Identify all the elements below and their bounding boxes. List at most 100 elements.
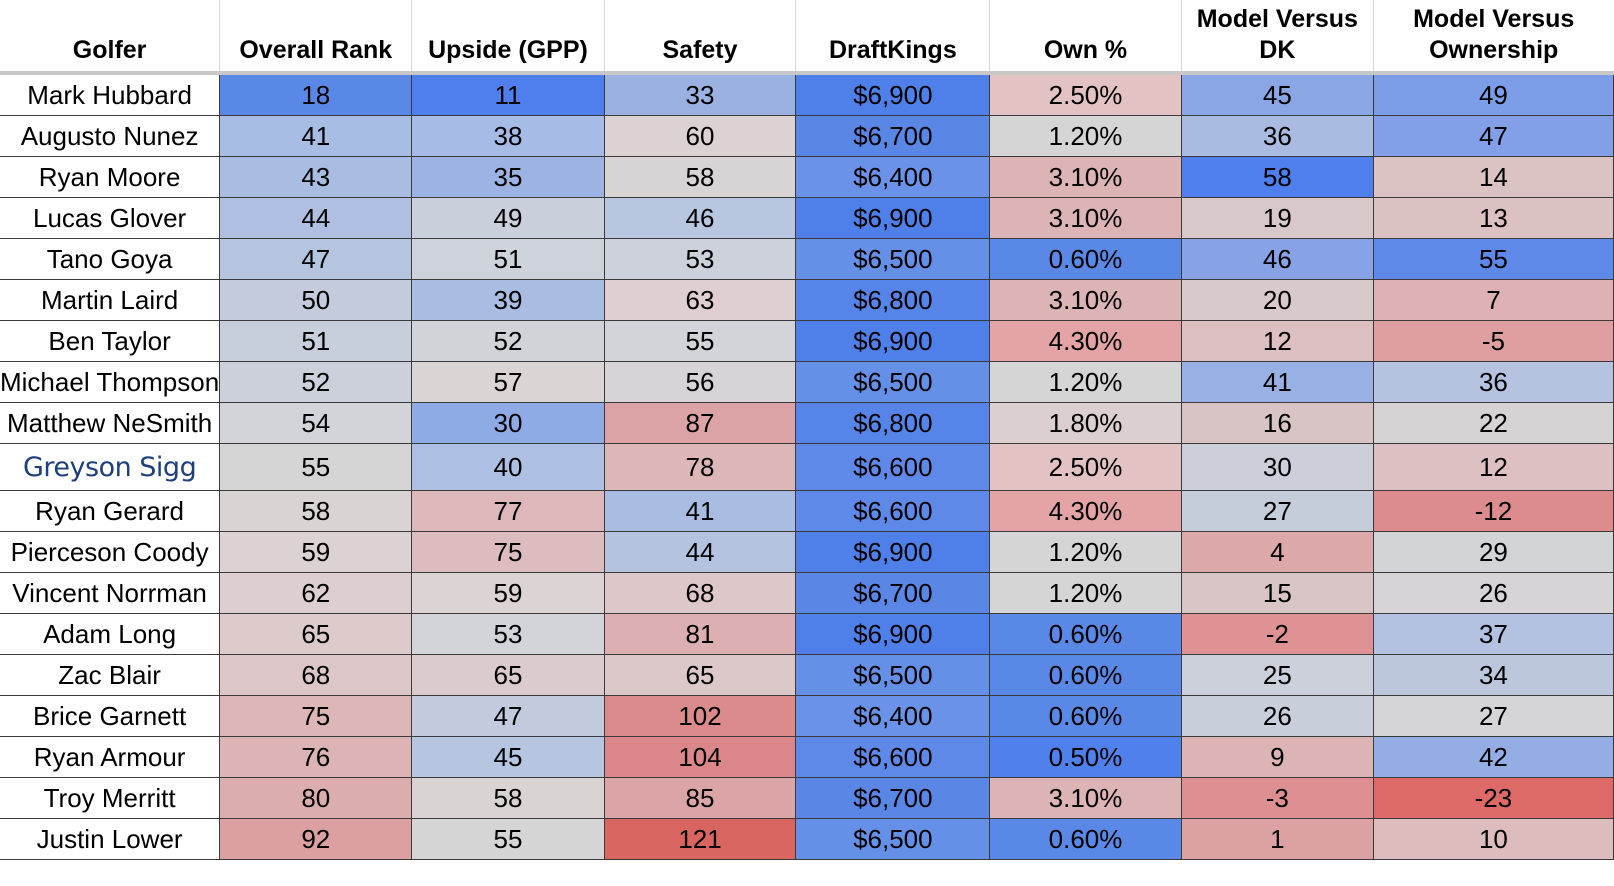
- draftkings-salary-cell[interactable]: $6,900: [795, 320, 991, 362]
- draftkings-salary-cell[interactable]: $6,700: [795, 777, 991, 819]
- safety-cell[interactable]: 104: [603, 736, 797, 778]
- model-vs-dk-cell[interactable]: 30: [1180, 443, 1374, 491]
- draftkings-salary-cell[interactable]: $6,900: [795, 72, 991, 116]
- safety-cell[interactable]: 33: [603, 72, 797, 116]
- overall-rank-cell[interactable]: 50: [219, 279, 413, 321]
- column-header-model-vs-dk[interactable]: Model Versus DK: [1180, 0, 1374, 75]
- safety-cell[interactable]: 121: [603, 818, 797, 860]
- ownership-cell[interactable]: 1.20%: [989, 361, 1182, 403]
- overall-rank-cell[interactable]: 43: [219, 156, 413, 198]
- safety-cell[interactable]: 55: [603, 320, 797, 362]
- draftkings-salary-cell[interactable]: $6,800: [795, 279, 991, 321]
- model-vs-ownership-cell[interactable]: 10: [1372, 818, 1614, 860]
- model-vs-dk-cell[interactable]: 26: [1180, 695, 1374, 737]
- upside-cell[interactable]: 45: [411, 736, 605, 778]
- safety-cell[interactable]: 60: [603, 115, 797, 157]
- draftkings-salary-cell[interactable]: $6,600: [795, 443, 991, 491]
- safety-cell[interactable]: 65: [603, 654, 797, 696]
- ownership-cell[interactable]: 0.60%: [989, 818, 1182, 860]
- ownership-cell[interactable]: 1.80%: [989, 402, 1182, 444]
- safety-cell[interactable]: 58: [603, 156, 797, 198]
- overall-rank-cell[interactable]: 47: [219, 238, 413, 280]
- model-vs-ownership-cell[interactable]: 29: [1372, 531, 1614, 573]
- overall-rank-cell[interactable]: 62: [219, 572, 413, 614]
- safety-cell[interactable]: 56: [603, 361, 797, 403]
- upside-cell[interactable]: 77: [411, 490, 605, 532]
- draftkings-salary-cell[interactable]: $6,700: [795, 572, 991, 614]
- model-vs-dk-cell[interactable]: -2: [1180, 613, 1374, 655]
- model-vs-ownership-cell[interactable]: 47: [1372, 115, 1614, 157]
- upside-cell[interactable]: 47: [411, 695, 605, 737]
- model-vs-ownership-cell[interactable]: 27: [1372, 695, 1614, 737]
- ownership-cell[interactable]: 1.20%: [989, 115, 1182, 157]
- column-header-safety[interactable]: Safety: [603, 0, 796, 75]
- draftkings-salary-cell[interactable]: $6,900: [795, 531, 991, 573]
- overall-rank-cell[interactable]: 59: [219, 531, 413, 573]
- draftkings-salary-cell[interactable]: $6,500: [795, 238, 991, 280]
- model-vs-ownership-cell[interactable]: 7: [1372, 279, 1614, 321]
- golfer-name-cell[interactable]: Matthew NeSmith: [0, 402, 221, 444]
- model-vs-ownership-cell[interactable]: 13: [1372, 197, 1614, 239]
- column-header-model-vs-ownership[interactable]: Model Versus Ownership: [1372, 0, 1614, 75]
- upside-cell[interactable]: 57: [411, 361, 605, 403]
- draftkings-salary-cell[interactable]: $6,600: [795, 490, 991, 532]
- golfer-name-cell[interactable]: Mark Hubbard: [0, 72, 221, 116]
- upside-cell[interactable]: 55: [411, 818, 605, 860]
- safety-cell[interactable]: 63: [603, 279, 797, 321]
- ownership-cell[interactable]: 0.60%: [989, 613, 1182, 655]
- overall-rank-cell[interactable]: 75: [219, 695, 413, 737]
- golfer-name-cell[interactable]: Vincent Norrman: [0, 572, 221, 614]
- model-vs-ownership-cell[interactable]: 22: [1372, 402, 1614, 444]
- overall-rank-cell[interactable]: 52: [219, 361, 413, 403]
- model-vs-ownership-cell[interactable]: -12: [1372, 490, 1614, 532]
- upside-cell[interactable]: 51: [411, 238, 605, 280]
- ownership-cell[interactable]: 3.10%: [989, 156, 1182, 198]
- golfer-name-cell[interactable]: Lucas Glover: [0, 197, 221, 239]
- model-vs-ownership-cell[interactable]: -23: [1372, 777, 1614, 819]
- overall-rank-cell[interactable]: 58: [219, 490, 413, 532]
- column-header-own-pct[interactable]: Own %: [989, 0, 1182, 75]
- overall-rank-cell[interactable]: 80: [219, 777, 413, 819]
- ownership-cell[interactable]: 1.20%: [989, 531, 1182, 573]
- column-header-overall-rank[interactable]: Overall Rank: [219, 0, 412, 75]
- model-vs-ownership-cell[interactable]: 26: [1372, 572, 1614, 614]
- model-vs-dk-cell[interactable]: 19: [1180, 197, 1374, 239]
- overall-rank-cell[interactable]: 68: [219, 654, 413, 696]
- ownership-cell[interactable]: 0.60%: [989, 695, 1182, 737]
- overall-rank-cell[interactable]: 65: [219, 613, 413, 655]
- safety-cell[interactable]: 44: [603, 531, 797, 573]
- upside-cell[interactable]: 49: [411, 197, 605, 239]
- draftkings-salary-cell[interactable]: $6,900: [795, 197, 991, 239]
- model-vs-dk-cell[interactable]: 36: [1180, 115, 1374, 157]
- model-vs-dk-cell[interactable]: 9: [1180, 736, 1374, 778]
- column-header-upside-gpp[interactable]: Upside (GPP): [411, 0, 605, 75]
- upside-cell[interactable]: 38: [411, 115, 605, 157]
- safety-cell[interactable]: 81: [603, 613, 797, 655]
- overall-rank-cell[interactable]: 92: [219, 818, 413, 860]
- draftkings-salary-cell[interactable]: $6,500: [795, 818, 991, 860]
- golfer-name-cell[interactable]: Ryan Moore: [0, 156, 221, 198]
- model-vs-ownership-cell[interactable]: 36: [1372, 361, 1614, 403]
- upside-cell[interactable]: 75: [411, 531, 605, 573]
- safety-cell[interactable]: 102: [603, 695, 797, 737]
- model-vs-ownership-cell[interactable]: 34: [1372, 654, 1614, 696]
- golfer-name-cell[interactable]: Adam Long: [0, 613, 221, 655]
- model-vs-ownership-cell[interactable]: 12: [1372, 443, 1614, 491]
- golfer-name-cell[interactable]: Michael Thompson: [0, 361, 221, 403]
- ownership-cell[interactable]: 0.60%: [989, 238, 1182, 280]
- upside-cell[interactable]: 30: [411, 402, 605, 444]
- model-vs-ownership-cell[interactable]: 55: [1372, 238, 1614, 280]
- ownership-cell[interactable]: 4.30%: [989, 320, 1182, 362]
- golfer-name-cell[interactable]: Ben Taylor: [0, 320, 221, 362]
- model-vs-ownership-cell[interactable]: 37: [1372, 613, 1614, 655]
- ownership-cell[interactable]: 2.50%: [989, 443, 1182, 491]
- golfer-name-cell[interactable]: Ryan Armour: [0, 736, 221, 778]
- draftkings-salary-cell[interactable]: $6,500: [795, 361, 991, 403]
- draftkings-salary-cell[interactable]: $6,800: [795, 402, 991, 444]
- upside-cell[interactable]: 40: [411, 443, 605, 491]
- upside-cell[interactable]: 11: [411, 72, 605, 116]
- ownership-cell[interactable]: 2.50%: [989, 72, 1182, 116]
- safety-cell[interactable]: 87: [603, 402, 797, 444]
- golfer-name-cell[interactable]: Ryan Gerard: [0, 490, 221, 532]
- draftkings-salary-cell[interactable]: $6,400: [795, 156, 991, 198]
